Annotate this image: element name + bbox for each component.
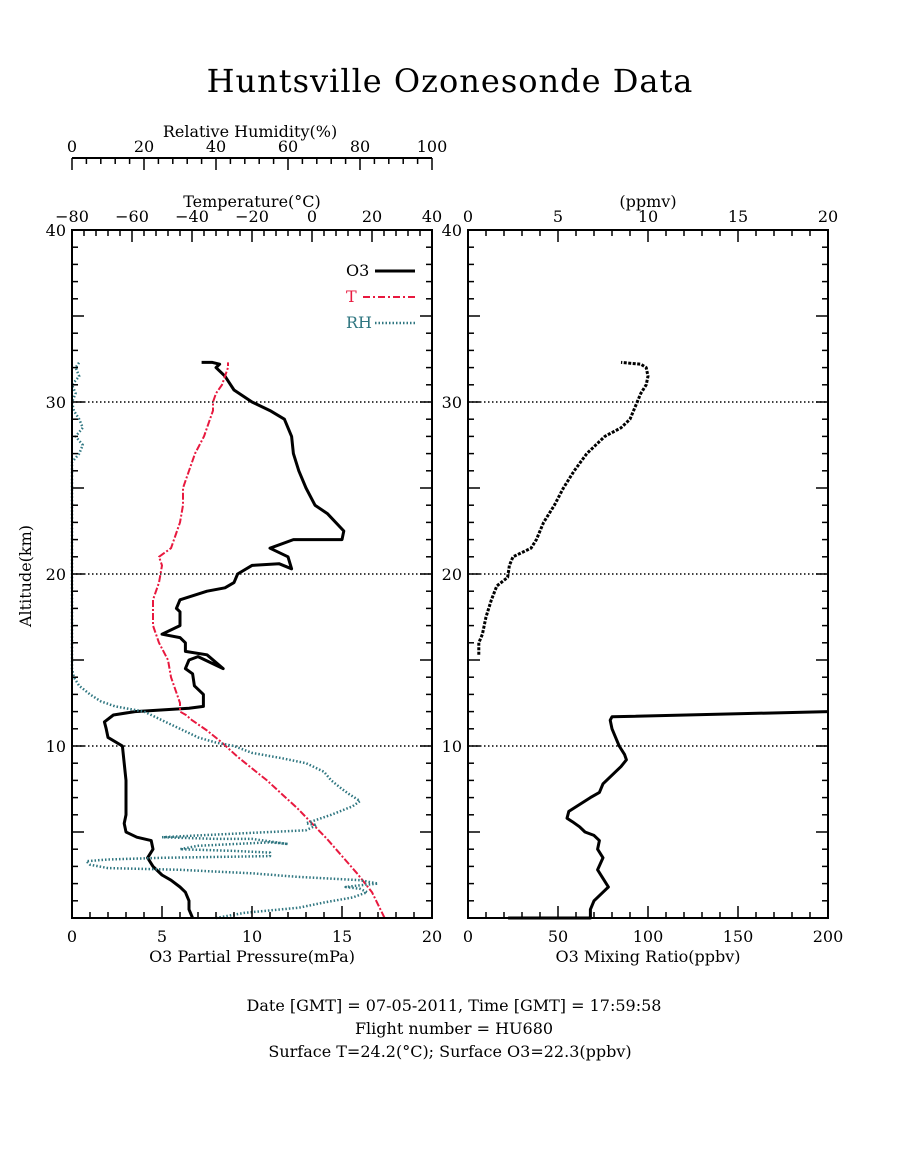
legend-label-o3: O3 — [346, 261, 369, 280]
rh-axis-tick-label: 0 — [67, 137, 77, 156]
temperature-axis-label: Temperature(°C) — [183, 192, 321, 211]
ppmv-axis-tick-label: 20 — [818, 207, 838, 226]
o3-pressure-axis-tick-label: 5 — [157, 927, 167, 946]
o3-pressure-axis-tick-label: 15 — [332, 927, 352, 946]
left-plot-frame — [71, 229, 433, 919]
altitude-axis-label: Altitude(km) — [16, 525, 35, 628]
y-tick-label: 20 — [442, 565, 462, 584]
o3-mixing-ratio-axis-tick-label: 50 — [548, 927, 568, 946]
temperature-axis-tick-label: −40 — [175, 207, 209, 226]
o3-mixing-ratio-axis-tick-label: 200 — [813, 927, 844, 946]
legend-label-rh: RH — [346, 313, 372, 332]
ppmv-axis-tick-label: 15 — [728, 207, 748, 226]
ppmv-axis-tick-label: 0 — [463, 207, 473, 226]
right-series — [477, 360, 829, 920]
temperature-axis-tick-label: 40 — [422, 207, 442, 226]
o3-mixing-ratio-axis-tick-label: 100 — [633, 927, 664, 946]
rh-axis-tick-label: 20 — [134, 137, 154, 156]
o3-mixing-ratio-axis-tick-label: 0 — [463, 927, 473, 946]
temperature-axis-tick-label: 20 — [362, 207, 382, 226]
left-gridlines — [72, 401, 432, 747]
rh-axis-tick-label: 60 — [278, 137, 298, 156]
rh-axis-label: Relative Humidity(%) — [163, 122, 337, 141]
right-plot-frame — [467, 229, 829, 919]
ppmv-axis-tick-label: 10 — [638, 207, 658, 226]
o3-mixing-ratio-axis-label: O3 Mixing Ratio(ppbv) — [555, 947, 740, 966]
ppmv-axis-label: (ppmv) — [619, 192, 676, 211]
o3-pressure-axis-tick-label: 20 — [422, 927, 442, 946]
left-ticks: 10 20 30 40 0 5 10 15 20 −80 −60 −40 −20 0 20 40 0 20 40 60… — [46, 137, 448, 946]
y-tick-label: 30 — [442, 393, 462, 412]
temperature-axis-tick-label: 0 — [307, 207, 317, 226]
y-tick-label: 40 — [442, 221, 462, 240]
left-series — [70, 360, 386, 920]
temperature-axis-tick-label: −80 — [55, 207, 89, 226]
ppmv-axis-tick-label: 5 — [553, 207, 563, 226]
o3-pressure-axis-label: O3 Partial Pressure(mPa) — [149, 947, 355, 966]
o3-pressure-axis-tick-label: 10 — [242, 927, 262, 946]
series-o3 — [102, 360, 346, 919]
footer-date-time: Date [GMT] = 07-05-2011, Time [GMT] = 17… — [247, 996, 662, 1015]
temperature-axis-tick-label: −20 — [235, 207, 269, 226]
y-tick-label: 10 — [442, 737, 462, 756]
footer-flight-number: Flight number = HU680 — [355, 1019, 553, 1038]
y-tick-label: 10 — [46, 737, 66, 756]
figure-title: Huntsville Ozonesonde Data — [207, 62, 694, 100]
footer-surface-values: Surface T=24.2(°C); Surface O3=22.3(ppbv… — [268, 1042, 631, 1061]
series-o3-ppbv — [508, 710, 829, 920]
legend-label-t: T — [346, 287, 357, 306]
y-tick-label: 20 — [46, 565, 66, 584]
series-t — [152, 362, 386, 919]
o3-pressure-axis-tick-label: 0 — [67, 927, 77, 946]
y-tick-label: 30 — [46, 393, 66, 412]
temperature-axis-tick-label: −60 — [115, 207, 149, 226]
o3-mixing-ratio-axis-tick-label: 150 — [723, 927, 754, 946]
rh-axis-tick-label: 80 — [350, 137, 370, 156]
legend: O3 T RH — [346, 261, 415, 332]
series-o3-ppmv — [477, 360, 650, 655]
left-panel: 10 20 30 40 0 5 10 15 20 −80 −60 −40 −20 0 20 40 0 20 40 60… — [16, 122, 447, 966]
y-tick-label: 40 — [46, 221, 66, 240]
rh-axis-tick-label: 100 — [417, 137, 448, 156]
series-rh — [70, 361, 380, 920]
right-gridlines — [468, 401, 828, 747]
rh-axis-tick-label: 40 — [206, 137, 226, 156]
